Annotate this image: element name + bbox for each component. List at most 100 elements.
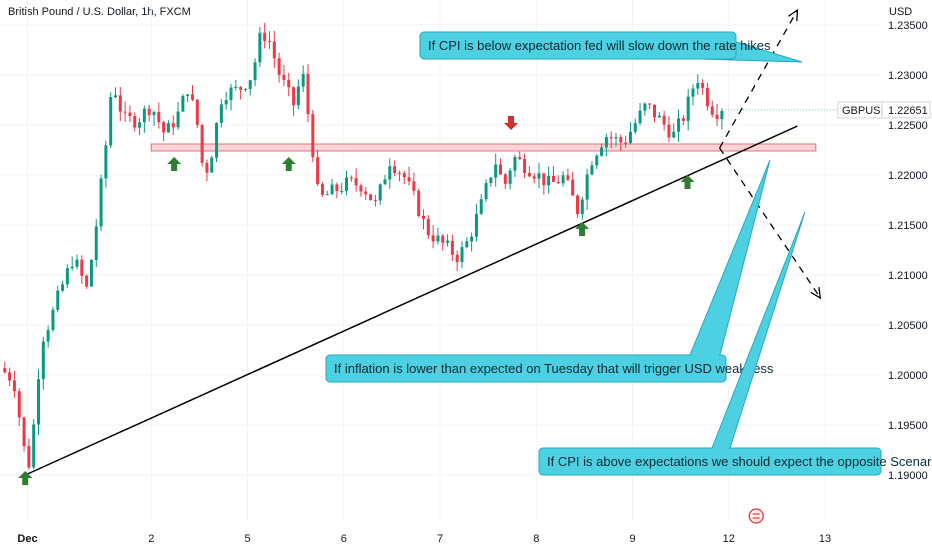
marker-layer — [18, 116, 695, 485]
y-tick-label: 1.21500 — [888, 220, 928, 232]
candle-body — [17, 391, 21, 418]
candle-body — [138, 122, 142, 128]
candle-body — [195, 99, 199, 125]
candle-body — [176, 111, 180, 128]
x-tick-label: 6 — [341, 533, 347, 545]
candle-body — [234, 87, 238, 89]
candle-body — [171, 123, 175, 128]
buy-arrow-marker — [167, 157, 182, 171]
candle-body — [89, 259, 93, 287]
candle-body — [224, 100, 228, 105]
candle-body — [547, 175, 551, 186]
candle-body — [157, 111, 161, 123]
candle-body — [287, 79, 291, 88]
candle-body — [51, 309, 55, 330]
x-tick-label: 7 — [437, 533, 443, 545]
callout-inflation-lower-pointer — [689, 159, 771, 356]
scenario-up-arrow-head — [788, 8, 799, 22]
candle-body — [191, 94, 194, 100]
candle-body — [628, 131, 632, 144]
candle-body — [378, 184, 382, 201]
candle-body — [542, 173, 546, 186]
candle-body — [590, 165, 594, 175]
candle-body — [657, 115, 661, 118]
callout-cpi-above-text: If CPI is above expectations we should e… — [547, 454, 932, 469]
candle-body — [667, 124, 671, 138]
candle-body — [147, 108, 151, 116]
candle-body — [465, 241, 469, 248]
candle-body — [12, 380, 16, 392]
candle-body — [643, 103, 647, 111]
candle-body — [306, 74, 310, 115]
time-axis[interactable]: Dec 2 5 6 7 8 9 12 13 — [17, 508, 831, 545]
candle-body — [118, 95, 122, 112]
candle-body — [662, 115, 666, 125]
candle-body — [566, 175, 570, 180]
callout-cpi-above-box — [538, 447, 882, 476]
candle-body — [70, 266, 74, 269]
buy-arrow-marker — [575, 222, 590, 236]
support-zone — [150, 143, 817, 152]
candle-body — [393, 166, 397, 174]
grid-layer — [0, 0, 880, 520]
candle-body — [600, 147, 604, 156]
candle-body — [595, 155, 599, 166]
candle-body — [142, 108, 146, 123]
x-tick-label: 12 — [723, 533, 735, 545]
candle-body — [484, 183, 488, 200]
price-axis[interactable]: USD 1.23500 1.23000 1.22500 1.22000 1.21500 1.… — [721, 6, 931, 482]
sell-arrow-marker — [504, 116, 519, 130]
candle-body — [248, 80, 252, 89]
candle-body — [215, 123, 219, 158]
candle-body — [431, 235, 435, 242]
buy-arrow-marker — [680, 175, 695, 189]
candle-body — [114, 95, 117, 98]
candle-body — [609, 136, 613, 139]
candle-body — [186, 94, 190, 97]
candle-body — [152, 111, 156, 116]
candle-body — [556, 181, 560, 184]
candle-body — [677, 118, 681, 132]
candle-body — [422, 215, 425, 219]
candle-body — [162, 122, 166, 133]
x-tick-label: 9 — [629, 533, 635, 545]
candle-body — [104, 145, 108, 179]
candle-body — [402, 173, 406, 178]
trendline — [27, 125, 798, 475]
last-price-text: 1.22651 — [888, 105, 928, 117]
candle-body — [701, 83, 705, 88]
candle-body — [65, 268, 69, 285]
candle-body — [75, 259, 79, 267]
candle-body — [523, 158, 527, 173]
scenario-down-arrow — [719, 147, 821, 299]
candle-body — [686, 96, 690, 121]
candle-body — [272, 41, 276, 59]
candle-body — [311, 114, 315, 158]
candle-body — [166, 123, 170, 133]
buy-arrow-marker — [281, 157, 296, 171]
candle-body — [653, 104, 656, 118]
candle-body — [576, 195, 579, 215]
candle-body — [705, 87, 709, 107]
candle-body — [460, 247, 464, 263]
candle-body — [537, 173, 541, 179]
candle-body — [417, 190, 421, 216]
candle-body — [80, 259, 84, 276]
candle-body — [340, 190, 344, 192]
y-tick-label: 1.22000 — [888, 170, 928, 182]
y-tick-label: 1.21000 — [888, 270, 928, 282]
candle-body — [648, 103, 652, 105]
candle-body — [61, 284, 65, 291]
drawing-layer — [27, 8, 822, 475]
candle-body — [369, 194, 373, 201]
candle-body — [253, 62, 257, 81]
y-tick-label: 1.23500 — [888, 20, 928, 32]
candle-body — [619, 137, 623, 143]
candlestick-layer — [3, 22, 724, 470]
candle-body — [133, 116, 137, 128]
buy-arrow-marker — [18, 471, 33, 485]
scenario-down-arrow-head — [810, 287, 822, 300]
candle-body — [41, 341, 45, 380]
candle-body — [715, 114, 719, 120]
